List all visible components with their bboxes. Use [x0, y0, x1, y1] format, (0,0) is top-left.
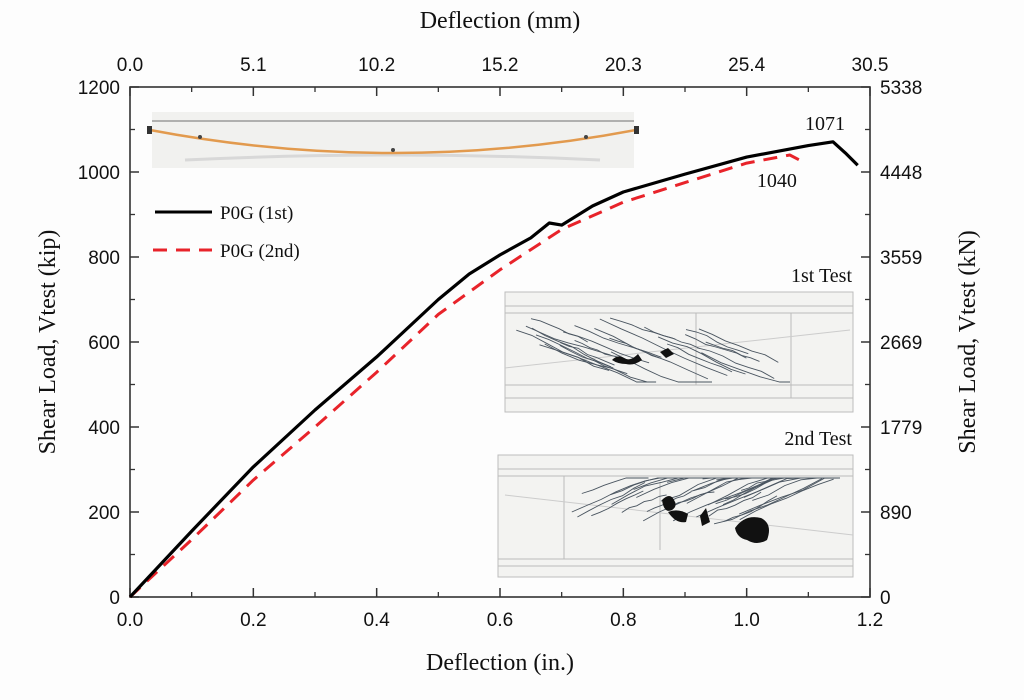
- series-line-2nd: [128, 153, 803, 599]
- crack-line: [633, 477, 736, 490]
- y-axis-title: Shear Load, Vtest (kip): [35, 230, 61, 455]
- x2-tick-label: 25.4: [728, 55, 765, 76]
- x2-tick-label: 10.2: [358, 55, 395, 76]
- crack-line: [574, 325, 662, 358]
- crack-line: [686, 477, 806, 504]
- inset-spall: [668, 510, 688, 523]
- inset-crack-map-2nd: 2nd Test: [497, 428, 854, 578]
- inset-tendon-marker: [198, 135, 202, 139]
- x-tick-label: 0.4: [363, 610, 390, 631]
- annotation-peak-2nd: 1040: [757, 170, 797, 192]
- x2-axis-title: Deflection (mm): [420, 8, 581, 34]
- crack-line: [724, 477, 786, 500]
- x2-tick-label: 30.5: [852, 55, 889, 76]
- x2-tick-label: 15.2: [482, 55, 519, 76]
- y-tick-label: 400: [88, 418, 120, 439]
- inset-anchor-left: [147, 126, 152, 134]
- crack-line: [581, 477, 649, 494]
- inset-tendon-marker: [584, 135, 588, 139]
- y-tick-label: 800: [88, 248, 120, 269]
- crack-line: [672, 477, 775, 522]
- inset-anchor-right: [634, 126, 639, 134]
- series-group: [128, 140, 859, 599]
- inset-spall: [735, 517, 769, 543]
- inset-tendon: [149, 128, 637, 155]
- inset-label-2nd: 2nd Test: [784, 428, 852, 450]
- crack-line: [657, 336, 746, 375]
- y-tick-label: 600: [88, 333, 120, 354]
- x-tick-label: 0.2: [240, 610, 266, 631]
- crack-line: [701, 352, 790, 383]
- crack-line: [574, 339, 621, 359]
- crack-line: [752, 477, 840, 501]
- crack-line: [599, 318, 728, 376]
- inset-tendon-marker: [391, 148, 395, 152]
- inset-spall: [662, 496, 676, 511]
- crack-line: [708, 491, 762, 517]
- x2-tick-label: 5.1: [240, 55, 266, 76]
- crack-line: [525, 325, 611, 356]
- x2-tick-label: 20.3: [605, 55, 642, 76]
- crack-line: [591, 490, 644, 517]
- crack-line: [696, 347, 775, 379]
- y2-tick-label: 5338: [880, 78, 922, 99]
- inset-spall: [700, 508, 710, 526]
- x-tick-label: 1.0: [733, 610, 759, 631]
- annotation-peak-1st: 1071: [805, 113, 845, 135]
- y-tick-label: 1200: [78, 78, 120, 99]
- crack-line: [577, 482, 646, 518]
- crack-line: [666, 343, 733, 373]
- y2-tick-label: 890: [880, 503, 912, 524]
- y2-tick-label: 3559: [880, 248, 922, 269]
- inset-beam-elevation: [147, 112, 639, 168]
- inset-spall: [660, 348, 674, 358]
- y-tick-label: 1000: [78, 163, 120, 184]
- inset-label-1st: 1st Test: [791, 265, 852, 287]
- y2-axis-title: Shear Load, Vtest (kN): [955, 230, 981, 454]
- crack-line: [685, 329, 749, 355]
- x-tick-label: 0.8: [610, 610, 636, 631]
- legend-label-1st: P0G (1st): [220, 203, 293, 224]
- legend-label-2nd: P0G (2nd): [220, 241, 300, 262]
- axes: 0.0 0.0 0.2 5.1 0.4 10.2 0.6 15.2 0.8 20.3 1.0 25.4…: [78, 55, 923, 631]
- x2-tick-label: 0.0: [117, 55, 143, 76]
- x-tick-label: 0.6: [487, 610, 513, 631]
- crack-line: [705, 341, 760, 362]
- crack-line: [713, 478, 823, 525]
- y2-tick-label: 2669: [880, 333, 922, 354]
- inset-spall: [612, 354, 642, 365]
- y2-tick-label: 4448: [880, 163, 922, 184]
- inset-cracks-2nd: [571, 477, 841, 525]
- crack-line: [698, 328, 779, 363]
- crack-line: [739, 478, 834, 521]
- inset-beam-shadow: [184, 153, 601, 162]
- crack-line: [724, 495, 778, 522]
- x-tick-label: 0.0: [117, 610, 143, 631]
- y2-tick-label: 0: [880, 588, 891, 609]
- crack-line: [642, 477, 739, 522]
- crack-line: [609, 317, 676, 340]
- crack-line: [539, 344, 657, 383]
- crack-line: [594, 327, 709, 380]
- crack-line: [531, 327, 612, 368]
- y-tick-label: 200: [88, 503, 120, 524]
- inset-crack-map-1st: 1st Test: [504, 265, 854, 413]
- legend: P0G (1st) P0G (2nd): [153, 203, 300, 262]
- inset-1st-frame: [504, 291, 854, 413]
- x-axis-title: Deflection (in.): [426, 650, 574, 676]
- crack-line: [560, 342, 615, 366]
- x-tick-label: 1.2: [857, 610, 883, 631]
- crack-line: [559, 344, 628, 375]
- y2-tick-label: 1779: [880, 418, 922, 439]
- crack-line: [621, 494, 667, 513]
- inset-line: [504, 329, 851, 369]
- y-tick-label: 0: [109, 588, 120, 609]
